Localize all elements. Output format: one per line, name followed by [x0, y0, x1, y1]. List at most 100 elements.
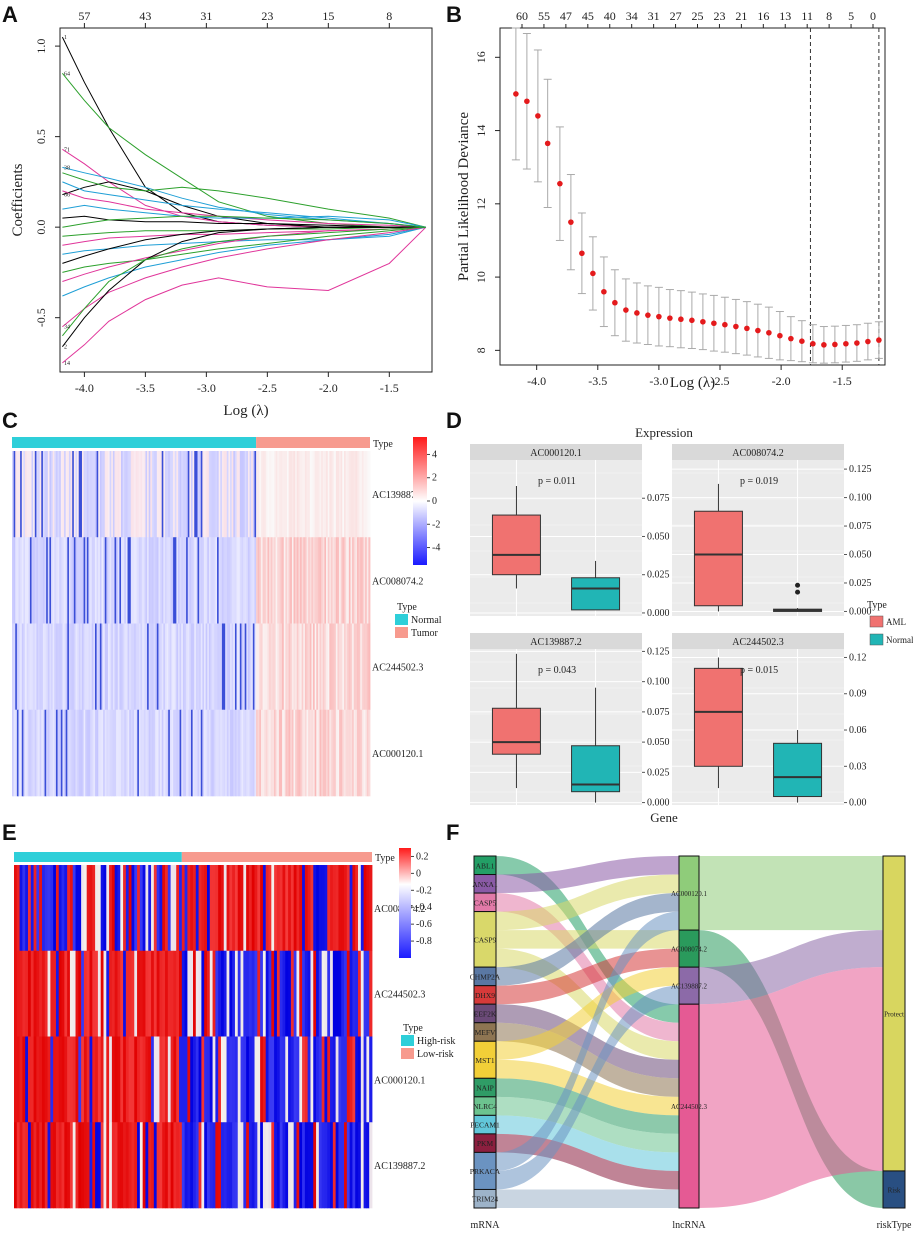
heatmap-cell	[138, 623, 141, 711]
heatmap-cell	[256, 451, 259, 538]
sankey-node-label: MST1	[475, 1056, 494, 1065]
deviance-point	[810, 340, 816, 347]
y-tick-label: 0.125	[647, 646, 670, 657]
heatmap-cell	[112, 451, 115, 538]
x-tick-label: -4.0	[527, 374, 546, 388]
sankey-axis-label: riskType	[877, 1220, 912, 1231]
heatmap-cell	[55, 451, 58, 538]
heatmap-cell	[212, 623, 215, 711]
heatmap-cell	[49, 709, 52, 797]
heatmap-cell	[156, 950, 160, 1037]
sankey-node-label: ABL1	[476, 861, 495, 870]
heatmap-cell	[64, 709, 67, 797]
heatmap-cell	[104, 623, 107, 711]
heatmap-cell	[108, 623, 111, 711]
heatmap-cell	[321, 537, 324, 624]
heatmap-cell	[208, 451, 211, 538]
heatmap-cell	[174, 537, 177, 624]
heatmap-cell	[33, 1122, 37, 1209]
heatmap-cell	[306, 623, 309, 711]
heatmap-cell	[205, 451, 208, 538]
heatmap-cell	[329, 709, 332, 797]
heatmap-cell	[220, 709, 223, 797]
p-value-label: p = 0.043	[538, 665, 576, 676]
heatmap-cell	[104, 537, 107, 624]
heatmap-cell	[75, 709, 78, 797]
heatmap-cell	[259, 451, 262, 538]
heatmap-cell	[234, 950, 239, 1037]
heatmap-cell	[55, 1122, 60, 1209]
heatmap-cell	[215, 1122, 219, 1209]
heatmap-cell	[193, 1036, 197, 1123]
heatmap-cell	[53, 1036, 57, 1123]
heatmap-cell	[226, 1122, 230, 1209]
heatmap-cell	[254, 537, 257, 624]
heatmap-cell	[314, 623, 317, 711]
heatmap-cell	[49, 537, 52, 624]
heatmap-cell	[228, 623, 231, 711]
top-tick-label: 40	[604, 9, 616, 23]
heatmap-cell	[345, 537, 348, 624]
heatmap-cell	[98, 451, 101, 538]
heatmap-cell	[365, 537, 368, 624]
box-aml	[491, 514, 541, 576]
heatmap-cell	[80, 537, 83, 624]
heatmap-cell	[161, 709, 164, 797]
heatmap-cell	[52, 709, 55, 797]
heatmap-cell	[238, 537, 241, 624]
heatmap-cell	[137, 537, 140, 624]
heatmap-cell	[81, 451, 84, 538]
heatmap-cell	[173, 1036, 177, 1123]
heatmap-cell	[288, 623, 291, 711]
heatmap-cell	[339, 709, 342, 797]
heatmap-cell	[285, 1122, 289, 1209]
heatmap-cell	[246, 537, 249, 624]
heatmap-cell	[316, 950, 320, 1037]
heatmap-cell	[322, 709, 325, 797]
heatmap-cell	[195, 623, 198, 711]
heatmap-cell	[295, 709, 298, 797]
heatmap-cell	[143, 709, 146, 797]
heatmap-cell	[194, 451, 197, 538]
heatmap-cell	[28, 537, 31, 624]
heatmap-cell	[14, 1122, 18, 1209]
heatmap-cell	[64, 1036, 68, 1123]
heatmap-cell	[174, 709, 177, 797]
heatmap-cell	[274, 1036, 278, 1123]
heatmap-cell	[271, 865, 275, 952]
heatmap-cell	[347, 451, 350, 538]
y-tick-label: 1.0	[34, 39, 48, 54]
heatmap-cell	[58, 865, 62, 952]
heatmap-cell	[145, 1122, 149, 1209]
heatmap-cell	[307, 1122, 311, 1209]
heatmap-cell	[114, 623, 117, 711]
heatmap-cell	[195, 537, 198, 624]
heatmap-cell	[360, 865, 365, 952]
heatmap-cell	[197, 709, 200, 797]
heatmap-cell	[352, 950, 356, 1037]
heatmap-cell	[308, 537, 311, 624]
heatmap-cell	[159, 1036, 163, 1123]
heatmap-cell	[243, 950, 247, 1037]
panel-label-c: C	[2, 408, 18, 433]
heatmap-cell	[143, 623, 146, 711]
heatmap-cell	[174, 623, 177, 711]
heatmap-cell	[33, 623, 36, 711]
heatmap-cell	[251, 709, 254, 797]
heatmap-cell	[358, 1036, 362, 1123]
sankey-node-label: AC139887.2	[671, 983, 707, 991]
heatmap-cell	[304, 950, 309, 1037]
heatmap-cell	[159, 950, 163, 1037]
heatmap-cell	[190, 1036, 194, 1123]
heatmap-cell	[60, 451, 63, 538]
heatmap-cell	[355, 709, 358, 797]
heatmap-cell	[217, 623, 220, 711]
heatmap-cell	[368, 623, 371, 711]
heatmap-cell	[343, 537, 346, 624]
annotation-bar-high-risk	[14, 852, 182, 862]
heatmap-cell	[147, 451, 150, 538]
heatmap-cell	[302, 950, 306, 1037]
sankey-node-label: PECAM1	[470, 1121, 500, 1130]
heatmap-cell	[322, 451, 325, 538]
heatmap-cell	[20, 451, 23, 538]
